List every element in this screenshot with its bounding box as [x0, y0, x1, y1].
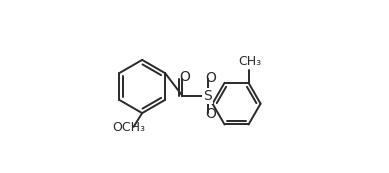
- Text: O: O: [205, 71, 216, 85]
- Text: OCH₃: OCH₃: [112, 121, 145, 134]
- Text: O: O: [179, 70, 190, 84]
- Text: O: O: [205, 107, 216, 121]
- Text: S: S: [203, 89, 212, 103]
- Text: CH₃: CH₃: [239, 55, 262, 68]
